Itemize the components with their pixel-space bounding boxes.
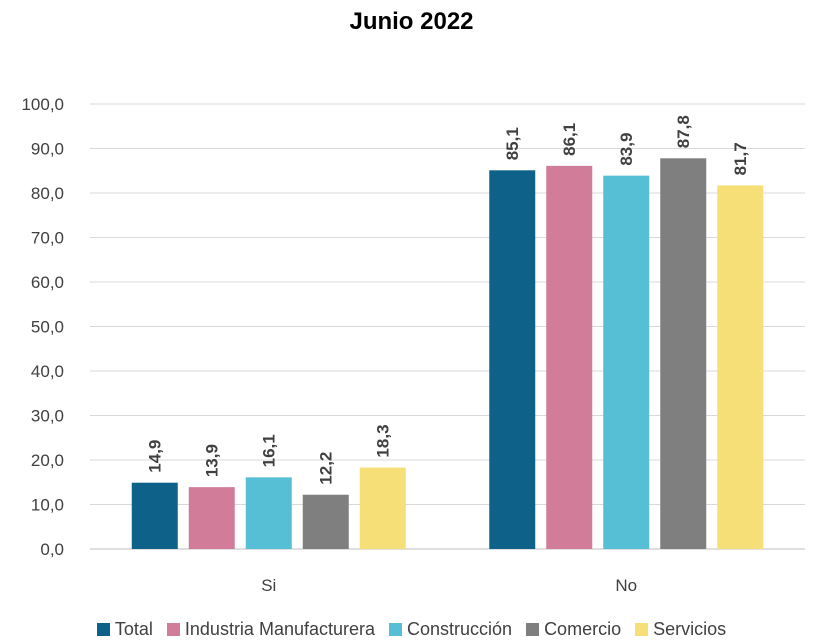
y-tick-label: 70,0 <box>31 229 64 248</box>
legend-swatch <box>96 623 110 636</box>
y-tick-label: 10,0 <box>31 496 64 515</box>
data-label: 81,7 <box>731 142 750 175</box>
legend-label: Total <box>114 619 153 639</box>
y-tick-label: 100,0 <box>21 95 64 114</box>
y-tick-label: 30,0 <box>31 407 64 426</box>
data-label: 87,8 <box>674 115 693 148</box>
bar <box>717 185 764 549</box>
legend-label: Industria Manufacturera <box>184 619 376 639</box>
y-tick-label: 40,0 <box>31 362 64 381</box>
legend-label: Servicios <box>653 619 727 639</box>
legend-item: Industria Manufacturera <box>166 619 376 640</box>
data-label: 83,9 <box>617 133 636 166</box>
data-label: 14,9 <box>146 440 165 473</box>
bar <box>302 494 349 549</box>
bar <box>489 170 536 549</box>
data-label: 85,1 <box>503 127 522 160</box>
y-tick-label: 90,0 <box>31 140 64 159</box>
data-label: 12,2 <box>317 452 336 485</box>
x-tick-label: Si <box>261 576 276 595</box>
legend-swatch <box>526 623 540 636</box>
legend-item: Servicios <box>635 619 726 640</box>
legend-item: Total <box>96 619 153 640</box>
bar <box>546 165 593 550</box>
data-label: 16,1 <box>260 434 279 467</box>
legend-item: Comercio <box>526 619 621 640</box>
legend-item: Construcción <box>389 619 512 640</box>
y-tick-label: 0,0 <box>40 540 64 559</box>
y-tick-label: 50,0 <box>31 318 64 337</box>
bar <box>188 487 235 549</box>
legend-label: Construcción <box>407 619 513 639</box>
data-label: 18,3 <box>374 424 393 457</box>
x-tick-label: No <box>615 576 637 595</box>
legend: Total Industria Manufacturera Construcción… <box>0 619 823 640</box>
bar <box>245 477 292 549</box>
data-label: 13,9 <box>203 444 222 477</box>
legend-swatch <box>389 623 403 636</box>
data-label: 86,1 <box>560 123 579 156</box>
y-tick-label: 20,0 <box>31 451 64 470</box>
chart-title: Junio 2022 <box>349 8 474 35</box>
bar <box>660 158 707 550</box>
bar <box>603 175 650 549</box>
legend-label: Comercio <box>544 619 622 639</box>
y-tick-label: 80,0 <box>31 184 64 203</box>
legend-swatch <box>635 623 649 636</box>
bar <box>131 482 178 549</box>
y-tick-label: 60,0 <box>31 273 64 292</box>
bar <box>359 467 406 549</box>
legend-swatch <box>166 623 180 636</box>
